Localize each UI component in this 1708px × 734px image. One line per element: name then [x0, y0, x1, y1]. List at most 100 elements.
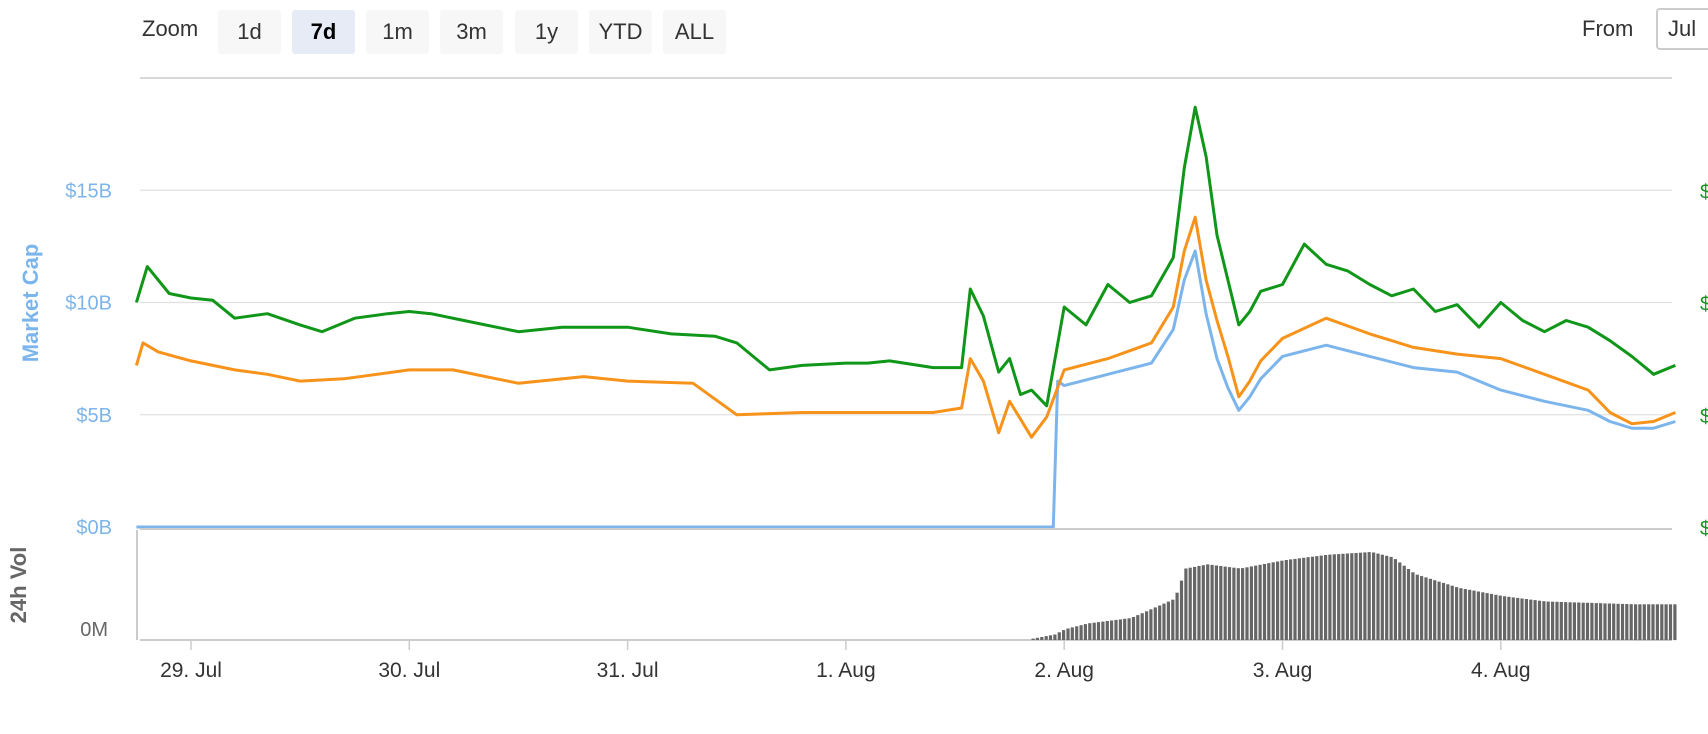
right-y-tick-label-1: $	[1700, 406, 1708, 428]
zoom-button-ytd[interactable]: YTD	[589, 10, 652, 54]
zoom-button-1d[interactable]: 1d	[218, 10, 281, 54]
volume-bar-38	[1197, 566, 1201, 640]
volume-bar-55	[1271, 562, 1275, 640]
volume-bar-82	[1389, 556, 1393, 640]
volume-bar-0	[1031, 638, 1035, 640]
volume-bar-107	[1498, 595, 1502, 640]
volume-bar-60	[1293, 558, 1297, 640]
volume-bar-134	[1616, 603, 1620, 640]
volume-bar-96	[1450, 585, 1454, 640]
volume-bar-86	[1406, 569, 1411, 640]
volume-bar-35	[1184, 568, 1188, 640]
zoom-label: Zoom	[142, 16, 199, 41]
volume-bar-73	[1350, 553, 1354, 640]
volume-bar-85	[1402, 565, 1406, 640]
volume-bar-62	[1302, 557, 1306, 640]
volume-bar-100	[1468, 589, 1472, 640]
volume-bar-119	[1551, 601, 1555, 640]
zoom-button-7d[interactable]: 7d	[292, 10, 355, 54]
volume-bar-132	[1607, 603, 1611, 640]
zoom-bar: Zoom 1d 7d 1m 3m 1y YTD ALL From	[0, 0, 1708, 56]
volume-bar-49	[1245, 567, 1249, 640]
volume-bar-42	[1214, 565, 1218, 640]
zoom-button-all[interactable]: ALL	[663, 10, 726, 54]
volume-bar-26	[1145, 611, 1149, 640]
volume-bar-52	[1258, 564, 1262, 640]
volume-bar-56	[1276, 561, 1280, 640]
volume-bar-10	[1075, 626, 1079, 640]
from-date-input[interactable]	[1656, 8, 1708, 50]
volume-bar-31	[1166, 601, 1170, 640]
volume-bar-92	[1433, 580, 1437, 640]
volume-bar-115	[1533, 600, 1537, 640]
volume-bar-130	[1599, 603, 1603, 640]
volume-bar-72	[1345, 553, 1349, 640]
x-tick-label-5: 3. Aug	[1253, 659, 1313, 682]
series-line-0	[136, 249, 1676, 529]
volume-bar-141	[1647, 604, 1651, 641]
volume-bar-2	[1040, 637, 1044, 640]
volume-bar-95	[1446, 584, 1450, 640]
zoom-button-1y[interactable]: 1y	[515, 10, 578, 54]
volume-bar-11	[1079, 625, 1083, 640]
volume-bar-88	[1415, 574, 1419, 640]
y-tick-label-2: $10B	[65, 293, 112, 315]
x-tick-label-2: 31. Jul	[597, 659, 659, 682]
volume-bar-50	[1249, 566, 1253, 640]
volume-bar-116	[1537, 600, 1542, 640]
volume-bar-101	[1472, 590, 1476, 640]
volume-bar-43	[1219, 566, 1223, 640]
volume-bar-98	[1459, 588, 1463, 640]
volume-bar-30	[1162, 603, 1166, 640]
volume-bar-3	[1044, 636, 1048, 640]
y-tick-label-3: $15B	[65, 180, 112, 202]
volume-bar-45	[1227, 567, 1232, 640]
volume-bar-109	[1507, 596, 1511, 640]
volume-bar-22	[1127, 618, 1131, 640]
volume-bar-99	[1463, 589, 1467, 640]
volume-bar-63	[1306, 557, 1310, 640]
volume-bar-144	[1660, 604, 1664, 641]
volume-bar-124	[1572, 602, 1576, 640]
volume-bar-40	[1206, 564, 1210, 640]
volume-bar-65	[1315, 556, 1319, 640]
volume-bar-54	[1267, 563, 1271, 640]
volume-bar-68	[1328, 554, 1332, 640]
volume-bar-135	[1620, 603, 1625, 640]
volume-bar-126	[1581, 602, 1585, 640]
zoom-button-3m[interactable]: 3m	[440, 10, 503, 54]
volume-bar-53	[1262, 564, 1267, 640]
volume-bar-69	[1332, 554, 1336, 640]
volume-bar-9	[1070, 627, 1074, 640]
volume-bar-18	[1110, 620, 1114, 640]
volume-bar-70	[1337, 554, 1341, 640]
volume-bar-91	[1428, 578, 1432, 640]
volume-bar-78	[1372, 552, 1376, 640]
volume-bar-12	[1083, 624, 1087, 640]
volume-bar-17	[1105, 621, 1109, 640]
volume-bar-25	[1140, 613, 1144, 640]
volume-bar-34	[1179, 580, 1184, 640]
right-y-tick-label-3: $	[1700, 181, 1708, 203]
volume-bar-47	[1236, 568, 1240, 640]
volume-bar-122	[1564, 602, 1568, 640]
volume-bar-33	[1175, 592, 1179, 640]
series-line-2	[134, 105, 1676, 408]
volume-bar-121	[1559, 602, 1563, 640]
volume-bar-59	[1289, 559, 1293, 640]
volume-bar-87	[1411, 572, 1415, 640]
volume-bar-139	[1638, 604, 1642, 641]
zoom-button-1m[interactable]: 1m	[366, 10, 429, 54]
volume-bar-127	[1585, 602, 1590, 640]
volume-bar-112	[1520, 598, 1524, 640]
volume-bar-15	[1096, 622, 1101, 640]
from-label: From	[1582, 16, 1634, 41]
y-tick-label-0: $0B	[76, 517, 112, 539]
volume-bar-24	[1136, 615, 1140, 640]
volume-bar-16	[1101, 621, 1105, 640]
volume-bar-57	[1280, 560, 1284, 640]
volume-bar-20	[1118, 619, 1122, 640]
y-tick-label-1: $5B	[76, 405, 112, 427]
volume-bar-133	[1612, 603, 1616, 640]
volume-bar-51	[1254, 565, 1258, 640]
